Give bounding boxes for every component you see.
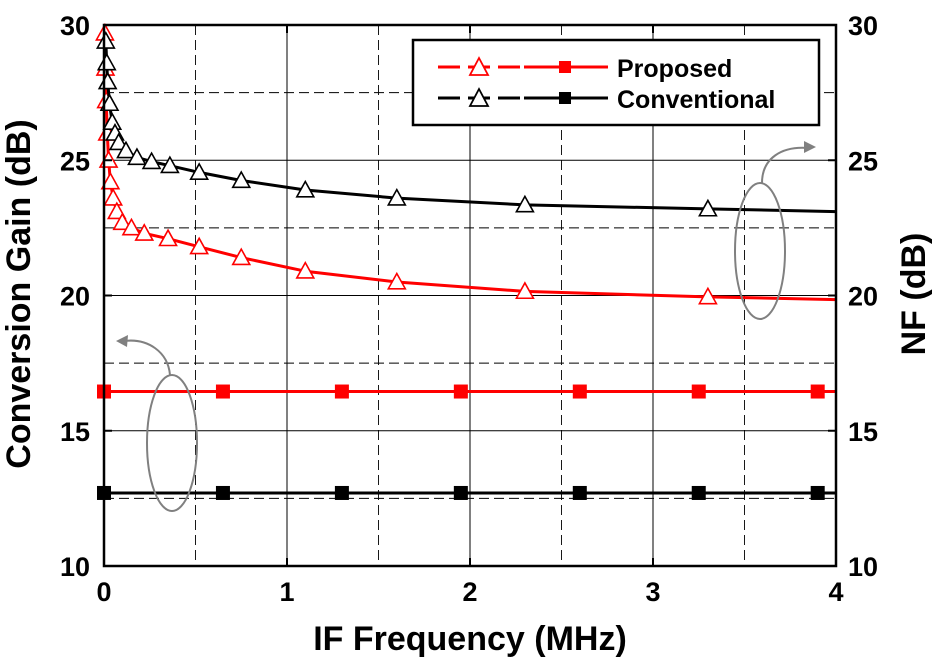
nf-point-proposed xyxy=(515,281,535,300)
x-tick-label: 1 xyxy=(279,577,294,607)
nf-point-conventional xyxy=(295,179,316,198)
nf-point-conventional xyxy=(116,140,136,159)
y-right-tick-label: 30 xyxy=(848,11,878,41)
gain-point-conventional xyxy=(453,485,468,500)
nf-point-proposed xyxy=(189,236,210,255)
y-left-tick-label: 20 xyxy=(60,282,90,312)
legend-label-proposed: Proposed xyxy=(617,55,732,83)
nf-point-conventional xyxy=(95,31,116,49)
nf-point-proposed xyxy=(112,212,133,231)
nf-point-proposed xyxy=(295,261,316,279)
x-tick-label: 0 xyxy=(96,577,111,607)
y-right-tick-label: 15 xyxy=(848,417,878,447)
right-axis-title: NF (dB) xyxy=(895,233,933,356)
y-right-tick-label: 20 xyxy=(848,282,878,312)
annotations xyxy=(116,141,816,512)
x-axis-title: IF Frequency (MHz) xyxy=(313,620,627,658)
y-left-tick-label: 30 xyxy=(60,11,90,41)
nf-point-conventional xyxy=(160,155,180,174)
legend-box xyxy=(411,38,821,127)
legend-marker-proposed-gain xyxy=(559,61,571,73)
gain-point-conventional xyxy=(572,485,587,500)
nf-point-proposed xyxy=(158,228,178,247)
y-right-tick-label: 10 xyxy=(848,552,878,582)
legend-label-conventional: Conventional xyxy=(617,86,775,114)
nf-point-proposed xyxy=(386,271,407,290)
gain-point-proposed xyxy=(810,384,825,399)
legend-marker-proposed-nf xyxy=(468,56,490,76)
x-tick-label: 2 xyxy=(462,577,477,607)
gain-axis-arrow xyxy=(123,339,171,376)
y-left-tick-label: 25 xyxy=(60,146,90,176)
gain-axis-arrowhead xyxy=(116,335,128,347)
nf-point-conventional xyxy=(108,132,129,151)
legend-marker-conventional-gain xyxy=(559,92,571,104)
legend: Proposed Conventional xyxy=(411,38,821,127)
nf-point-proposed xyxy=(100,171,121,190)
gain-point-conventional xyxy=(810,485,825,500)
nf-point-conventional xyxy=(386,187,407,206)
nf-axis-arrowhead xyxy=(804,141,816,153)
nf-point-proposed xyxy=(698,286,718,305)
nf-point-conventional xyxy=(231,170,252,189)
ticks xyxy=(103,24,837,567)
y-right-tick-label: 25 xyxy=(848,146,878,176)
grid xyxy=(104,25,836,566)
nf-point-proposed xyxy=(134,223,155,241)
x-tick-label: 4 xyxy=(828,577,843,607)
nf-point-proposed xyxy=(103,187,124,206)
gain-point-proposed xyxy=(572,384,587,399)
series-layer xyxy=(95,22,837,500)
nf-curves-ellipse xyxy=(734,182,786,320)
nf-point-proposed xyxy=(231,247,252,266)
gain-curves-ellipse xyxy=(146,374,198,512)
gain-point-proposed xyxy=(334,384,349,399)
gain-point-proposed xyxy=(691,384,706,399)
y-left-tick-label: 10 xyxy=(60,552,90,582)
nf-point-conventional xyxy=(515,194,535,213)
nf-point-conventional xyxy=(127,147,147,166)
y-left-tick-label: 15 xyxy=(60,417,90,447)
gain-point-proposed xyxy=(453,384,468,399)
nf-point-proposed xyxy=(121,217,142,236)
nf-point-conventional xyxy=(96,52,117,71)
nf-point-conventional xyxy=(189,162,210,181)
nf-point-conventional xyxy=(698,198,718,217)
gain-point-conventional xyxy=(691,485,706,500)
gain-point-proposed xyxy=(215,384,230,399)
nf-axis-arrow xyxy=(761,146,809,184)
nf-point-conventional xyxy=(141,151,162,170)
legend-marker-conventional-nf xyxy=(468,87,490,107)
gain-point-conventional xyxy=(334,485,349,500)
x-tick-label: 3 xyxy=(645,577,660,607)
gain-point-conventional xyxy=(215,485,230,500)
left-axis-title: Conversion Gain (dB) xyxy=(0,119,38,468)
